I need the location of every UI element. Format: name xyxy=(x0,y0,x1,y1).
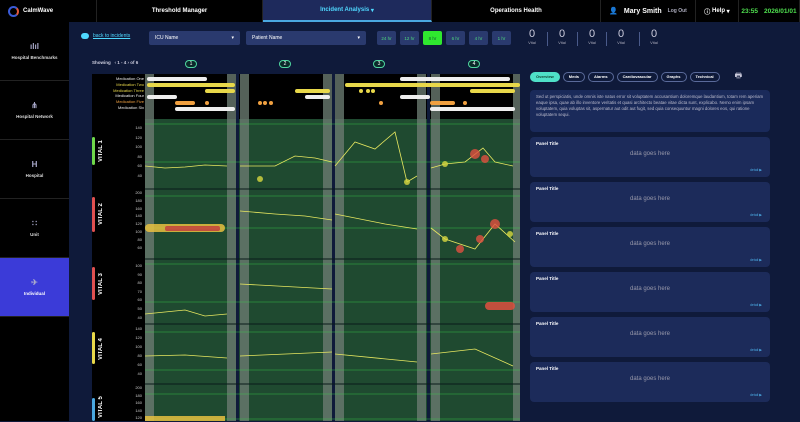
detail-link[interactable]: detail ▶ xyxy=(749,258,762,262)
details-panel: Overview Meds Alarms Cardiovascular Grap… xyxy=(530,70,780,402)
sidebar-item-unit[interactable]: ∷ Unit xyxy=(0,199,69,258)
user-icon: 👤 xyxy=(609,8,618,15)
vital-1-axis: VITAL 1 140 120 100 80 60 40 xyxy=(92,119,144,189)
time-8hr-button[interactable]: 8 hr xyxy=(423,31,442,45)
tab-overview[interactable]: Overview xyxy=(530,72,560,82)
chevron-down-icon: ▾ xyxy=(357,35,360,41)
icu-select[interactable]: ICU Name ▾ xyxy=(149,31,240,45)
help-menu[interactable]: ⓘ Help ▾ xyxy=(696,0,739,22)
info-panel: Panel Title data goes here detail ▶ xyxy=(530,137,770,177)
vital-counter: 0 Vital xyxy=(588,28,596,45)
detail-link[interactable]: detail ▶ xyxy=(749,393,762,397)
info-panel: Panel Title data goes here detail ▶ xyxy=(530,317,770,357)
pagination: Showing ‹ 1 - 4 › of 6 xyxy=(92,60,139,65)
tab-operations-health[interactable]: Operations Health xyxy=(432,0,601,22)
person-icon: ✈ xyxy=(31,278,38,287)
detail-link[interactable]: detail ▶ xyxy=(749,303,762,307)
time-4hr-button[interactable]: 4 hr xyxy=(469,31,488,45)
incident-marker[interactable]: 2 xyxy=(279,60,291,68)
info-panel: Panel Title data goes here detail ▶ xyxy=(530,362,770,402)
sidebar-item-individual[interactable]: ✈ Individual xyxy=(0,258,69,317)
chart-icon: ılıl xyxy=(30,42,39,51)
back-icon xyxy=(81,33,89,39)
vital-counter: 0 Vital xyxy=(558,28,566,45)
sidebar: ılıl Hospital Benchmarks ⋔ Hospital Networ… xyxy=(0,22,69,421)
sidebar-item-hospital-network[interactable]: ⋔ Hospital Network xyxy=(0,81,69,140)
pager-control[interactable]: ‹ 1 - 4 › of 6 xyxy=(114,60,139,65)
help-icon: ⓘ xyxy=(704,9,711,16)
chevron-down-icon: ▾ xyxy=(370,7,374,14)
vital-5-axis: VITAL 5 200 180 160 140 120 xyxy=(92,384,144,421)
back-to-incidents-link[interactable]: back to incidents xyxy=(81,33,130,39)
vital-3-axis: VITAL 3 100 90 80 70 60 50 40 xyxy=(92,259,144,324)
clock: 23:55 2026/01/01 xyxy=(739,0,800,22)
tab-incident-analysis[interactable]: Incident Analysis ▾ xyxy=(263,0,432,22)
time-6hr-button[interactable]: 6 hr xyxy=(446,31,465,45)
print-icon[interactable]: 🖶 xyxy=(734,71,743,80)
controls-bar: back to incidents ICU Name ▾ Patient Name… xyxy=(69,22,800,54)
brand[interactable]: CalmWave xyxy=(0,0,97,22)
logo-icon xyxy=(8,5,19,17)
vital-4-axis: VITAL 4 140 120 100 80 60 40 xyxy=(92,324,144,384)
vital-counter: 0 Vital xyxy=(617,28,625,45)
info-panel: Panel Title data goes here detail ▶ xyxy=(530,272,770,312)
tab-technical[interactable]: Technical xyxy=(689,72,720,82)
detail-link[interactable]: detail ▶ xyxy=(749,213,762,217)
incident-marker[interactable]: 3 xyxy=(373,60,385,68)
unit-icon: ∷ xyxy=(31,219,38,228)
top-nav: CalmWave Threshold Manager Incident Anal… xyxy=(0,0,800,22)
logout-link[interactable]: Log Out xyxy=(667,8,687,14)
incident-chart-area: Showing ‹ 1 - 4 › of 6 1 2 3 4 Medicatio… xyxy=(78,56,520,421)
tab-threshold-manager[interactable]: Threshold Manager xyxy=(97,0,263,22)
info-panel: Panel Title data goes here detail ▶ xyxy=(530,227,770,267)
sidebar-item-hospital-benchmarks[interactable]: ılıl Hospital Benchmarks xyxy=(0,22,69,81)
network-icon: ⋔ xyxy=(31,101,38,110)
medication-labels: Medication One Medication Two Medication… xyxy=(113,76,144,110)
vital-2-axis: VITAL 2 200 180 160 140 120 100 80 60 xyxy=(92,189,144,259)
vital-counter: 0 Vital xyxy=(650,28,658,45)
detail-link[interactable]: detail ▶ xyxy=(749,168,762,172)
vitals-plot[interactable] xyxy=(145,74,520,421)
detail-link[interactable]: detail ▶ xyxy=(749,348,762,352)
tab-cardiovascular[interactable]: Cardiovascular xyxy=(616,72,658,82)
sidebar-item-hospital[interactable]: H Hospital xyxy=(0,140,69,199)
patient-select[interactable]: Patient Name ▾ xyxy=(246,31,366,45)
overview-description: Sed ut perspiciatis, unde omnis iste nat… xyxy=(530,90,770,132)
user-menu: 👤 Mary Smith Log Out xyxy=(601,0,696,22)
details-tabs: Overview Meds Alarms Cardiovascular Grap… xyxy=(530,70,780,84)
incident-marker[interactable]: 1 xyxy=(185,60,197,68)
hospital-icon: H xyxy=(31,160,38,169)
tab-graphs[interactable]: Graphs xyxy=(660,72,687,82)
tab-meds[interactable]: Meds xyxy=(562,72,586,82)
vitals-chart: Medication One Medication Two Medication… xyxy=(92,74,520,421)
chevron-down-icon: ▾ xyxy=(231,35,234,41)
tab-alarms[interactable]: Alarms xyxy=(588,72,614,82)
time-24hr-button[interactable]: 24 hr xyxy=(377,31,396,45)
info-panel: Panel Title data goes here detail ▶ xyxy=(530,182,770,222)
time-1hr-button[interactable]: 1 hr xyxy=(492,31,511,45)
time-12hr-button[interactable]: 12 hr xyxy=(400,31,419,45)
incident-marker[interactable]: 4 xyxy=(468,60,480,68)
vital-counter: 0 Vital xyxy=(528,28,536,45)
